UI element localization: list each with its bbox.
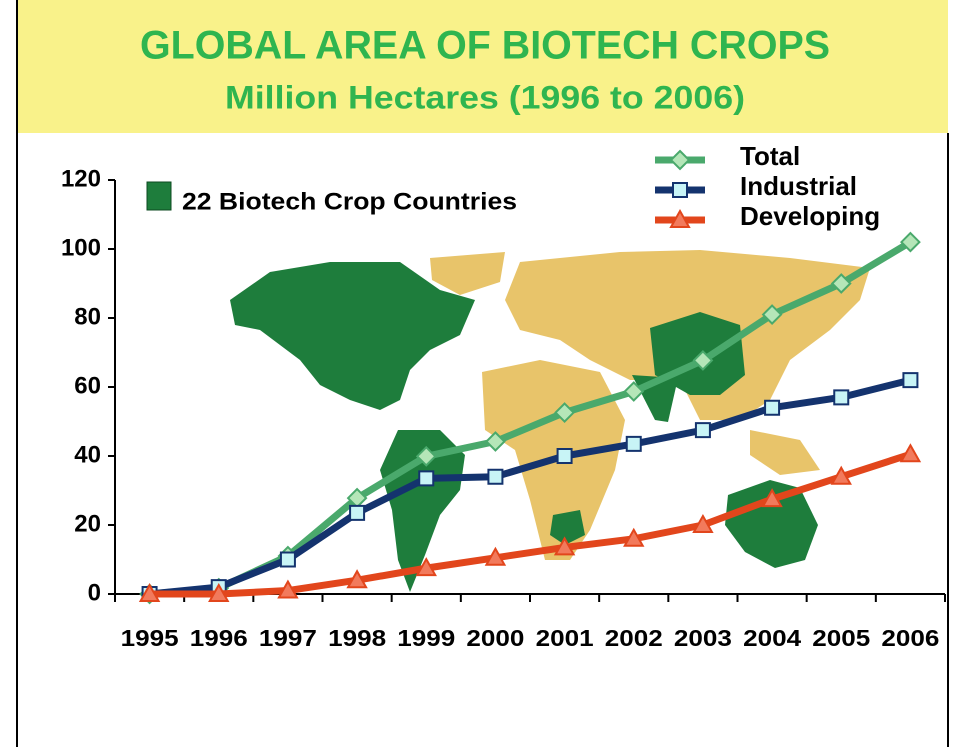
marker <box>761 488 783 508</box>
marker <box>415 445 437 467</box>
marker <box>899 443 922 463</box>
map-legend-label: 22 Biotech Crop Countries <box>182 188 517 215</box>
world-map <box>230 250 870 592</box>
marker <box>418 470 435 487</box>
y-tick-label: 40 <box>74 441 101 468</box>
marker <box>485 431 506 452</box>
marker <box>764 399 781 416</box>
marker <box>279 551 296 568</box>
legend-marker <box>672 182 688 198</box>
marker <box>346 569 368 589</box>
title-banner <box>17 0 948 133</box>
legend-label: Total <box>740 141 800 171</box>
y-tick-label: 80 <box>74 303 101 330</box>
marker <box>556 448 573 464</box>
marker <box>692 350 714 371</box>
marker <box>554 402 575 423</box>
x-tick-label: 1998 <box>328 625 386 651</box>
marker <box>694 422 711 439</box>
marker <box>902 372 919 389</box>
y-tick-label: 0 <box>88 579 101 606</box>
marker <box>623 527 645 547</box>
x-tick-label: 1996 <box>190 625 248 651</box>
marker <box>761 304 783 325</box>
legend-label: Developing <box>740 201 880 231</box>
x-tick-label: 2000 <box>466 625 524 651</box>
chart-title: GLOBAL AREA OF BIOTECH CROPS <box>140 24 830 68</box>
x-tick-label: 1999 <box>397 625 455 651</box>
x-tick-label: 2005 <box>812 625 870 651</box>
legend-marker <box>669 208 691 228</box>
marker <box>277 579 299 599</box>
y-tick-label: 20 <box>74 510 101 537</box>
marker <box>692 513 714 533</box>
x-tick-label: 2001 <box>536 625 594 651</box>
marker <box>208 582 230 602</box>
x-tick-label: 2003 <box>674 625 732 651</box>
series-line <box>149 376 912 598</box>
marker <box>625 435 642 452</box>
marker <box>833 389 850 406</box>
chart-subtitle: Million Hectares (1996 to 2006) <box>225 79 745 115</box>
x-tick-label: 1995 <box>121 625 179 651</box>
y-tick-label: 120 <box>61 165 101 192</box>
y-tick-label: 100 <box>61 234 101 261</box>
legend-marker <box>669 149 691 171</box>
marker <box>138 582 161 602</box>
marker <box>487 468 504 485</box>
x-tick-label: 1997 <box>259 625 317 651</box>
x-tick-label: 2002 <box>605 625 663 651</box>
x-tick-label: 2006 <box>881 625 939 651</box>
marker <box>415 557 437 577</box>
marker <box>484 546 507 566</box>
marker <box>830 465 852 485</box>
marker <box>349 504 366 521</box>
marker <box>553 536 576 556</box>
map-legend-swatch <box>146 181 172 211</box>
x-tick-label: 2004 <box>743 625 801 651</box>
y-tick-label: 60 <box>74 372 101 399</box>
series-line <box>149 450 912 598</box>
marker <box>900 231 921 253</box>
marker <box>623 381 645 402</box>
legend-label: Industrial <box>740 171 857 201</box>
marker <box>830 273 852 294</box>
